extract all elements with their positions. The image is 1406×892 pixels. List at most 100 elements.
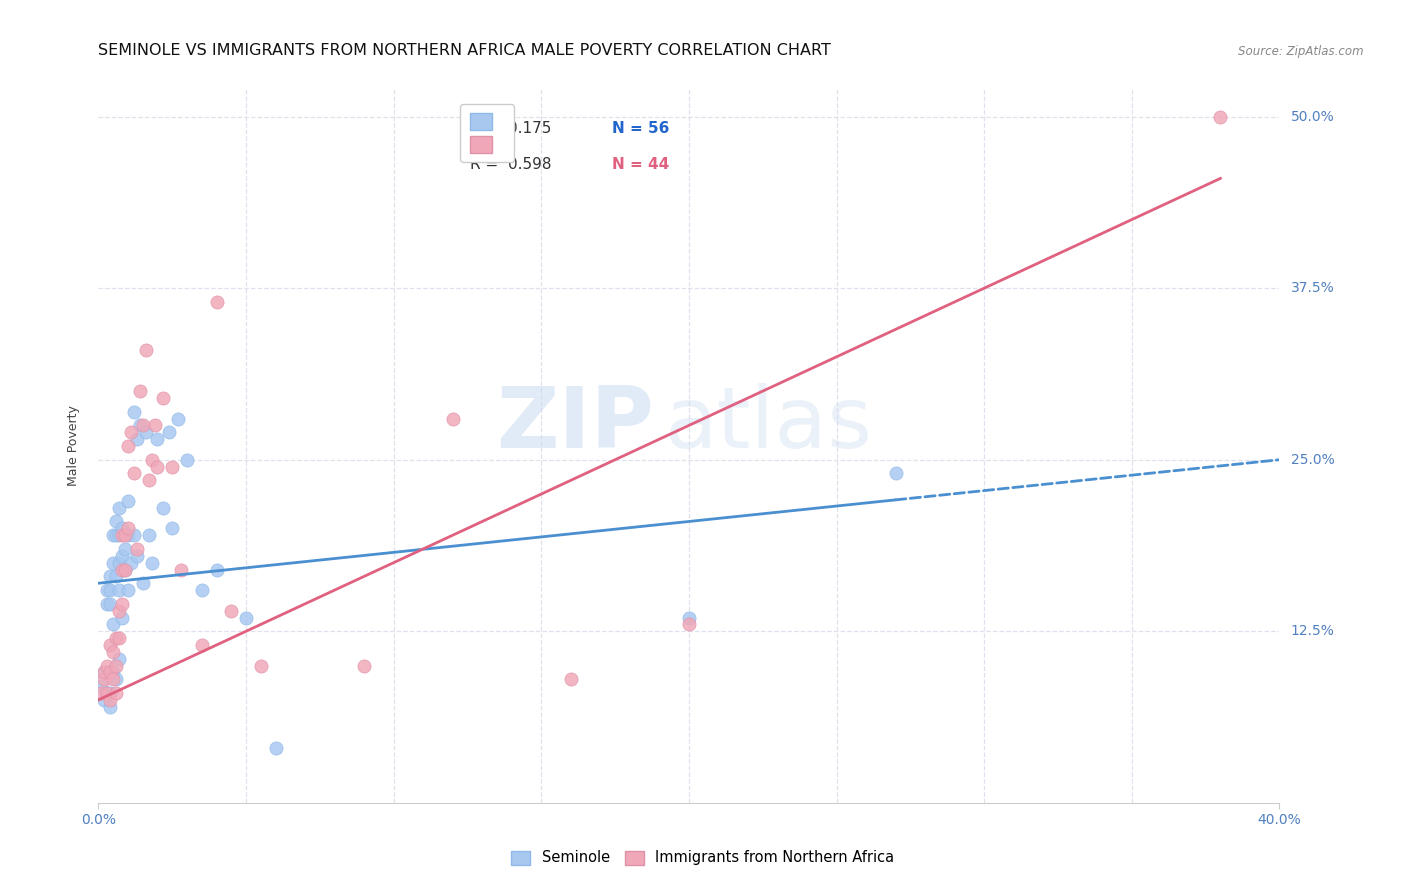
Point: [117, 583, 139, 598]
Point: [191, 638, 214, 652]
Point: [105, 658, 128, 673]
Point: [98, 638, 121, 652]
Text: atlas: atlas: [665, 383, 873, 467]
Point: [152, 500, 174, 515]
Text: R =  0.598: R = 0.598: [471, 157, 553, 171]
Point: [98, 686, 121, 700]
Text: R =  0.175: R = 0.175: [471, 121, 551, 136]
Point: [98, 693, 121, 707]
Point: [250, 658, 273, 673]
Point: [111, 528, 134, 542]
Point: [96, 686, 118, 700]
Point: [353, 658, 375, 673]
Point: [441, 411, 464, 425]
Point: [125, 541, 148, 556]
Text: 50.0%: 50.0%: [1291, 110, 1334, 124]
Point: [132, 418, 155, 433]
Point: [108, 583, 131, 598]
Point: [103, 665, 125, 680]
Point: [93, 673, 115, 687]
Point: [219, 604, 242, 618]
Point: [105, 673, 128, 687]
Point: [176, 452, 198, 467]
Point: [108, 528, 131, 542]
Point: [191, 583, 214, 598]
Point: [108, 604, 131, 618]
Text: ZIP: ZIP: [496, 383, 654, 467]
Point: [114, 562, 136, 576]
Point: [105, 569, 128, 583]
Point: [128, 384, 150, 398]
Legend: , : ,: [460, 104, 513, 161]
Point: [135, 343, 157, 357]
Point: [678, 617, 700, 632]
Point: [111, 562, 134, 576]
Point: [120, 556, 142, 570]
Point: [114, 562, 136, 576]
Point: [114, 541, 136, 556]
Point: [122, 528, 145, 542]
Point: [103, 528, 125, 542]
Point: [117, 439, 139, 453]
Point: [108, 556, 131, 570]
Legend: Seminole, Immigrants from Northern Africa: Seminole, Immigrants from Northern Afric…: [506, 845, 900, 871]
Point: [111, 597, 134, 611]
Point: [884, 467, 907, 481]
Point: [125, 432, 148, 446]
Point: [146, 459, 169, 474]
Point: [141, 452, 163, 467]
Point: [111, 521, 134, 535]
Point: [108, 500, 131, 515]
Point: [103, 617, 125, 632]
Point: [117, 521, 139, 535]
Point: [90, 679, 112, 693]
Point: [135, 425, 157, 440]
Point: [105, 686, 128, 700]
Point: [93, 665, 115, 680]
Point: [114, 528, 136, 542]
Text: 37.5%: 37.5%: [1291, 281, 1334, 295]
Point: [162, 459, 183, 474]
Point: [96, 658, 118, 673]
Point: [138, 528, 160, 542]
Point: [264, 740, 287, 755]
Point: [98, 569, 121, 583]
Point: [205, 562, 228, 576]
Point: [138, 473, 160, 487]
Point: [96, 686, 118, 700]
Point: [235, 610, 257, 624]
Point: [98, 665, 121, 680]
Point: [117, 528, 139, 542]
Point: [143, 418, 166, 433]
Text: 25.0%: 25.0%: [1291, 453, 1334, 467]
Text: 12.5%: 12.5%: [1291, 624, 1334, 639]
Point: [103, 645, 125, 659]
Point: [152, 391, 174, 405]
Point: [128, 418, 150, 433]
Point: [105, 515, 128, 529]
Text: N = 44: N = 44: [612, 157, 669, 171]
Point: [98, 583, 121, 598]
Text: Source: ZipAtlas.com: Source: ZipAtlas.com: [1239, 45, 1364, 58]
Point: [108, 651, 131, 665]
Point: [678, 610, 700, 624]
Point: [98, 699, 121, 714]
Point: [1209, 110, 1232, 124]
Point: [141, 556, 163, 570]
Point: [157, 425, 180, 440]
Point: [111, 549, 134, 563]
Point: [146, 432, 169, 446]
Y-axis label: Male Poverty: Male Poverty: [67, 406, 80, 486]
Point: [98, 665, 121, 680]
Point: [560, 673, 582, 687]
Point: [90, 686, 112, 700]
Point: [105, 528, 128, 542]
Point: [117, 494, 139, 508]
Text: N = 56: N = 56: [612, 121, 669, 136]
Point: [205, 294, 228, 309]
Point: [120, 425, 142, 440]
Point: [93, 665, 115, 680]
Point: [96, 665, 118, 680]
Point: [122, 405, 145, 419]
Point: [170, 562, 193, 576]
